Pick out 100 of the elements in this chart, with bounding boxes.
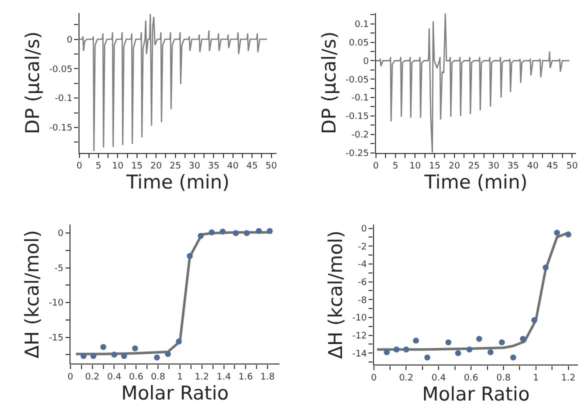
point [542,264,549,271]
y-tick-label: -14 [352,349,368,360]
point [554,230,560,236]
x-tick-label: 15 [428,162,440,172]
x-tick-label: 50 [266,162,278,172]
y-tick-label: -0.1 [351,94,369,104]
point [100,344,106,350]
x-tick-label: 1.8 [260,372,275,383]
point [520,336,526,342]
x-tick-label: 1 [177,372,183,383]
x-tick-label: 40 [527,162,539,172]
point [455,350,462,356]
point [565,232,572,238]
point [256,228,262,234]
y-tick-label: -0.2 [351,130,369,141]
point [164,350,171,357]
x-tick-label: 15 [131,162,143,172]
x-tick-label: 5 [392,162,398,172]
x-tick-label: 0.4 [431,374,446,384]
x-tick-label: 20 [150,162,162,172]
y-tick-label: -10 [352,314,368,324]
x-axis-title: Molar Ratio [121,382,229,405]
y-tick-label: -4 [358,260,368,270]
y-tick-label: -5 [54,264,64,274]
x-axis-title: Time (min) [125,172,230,194]
x-tick-label: 1.2 [561,374,576,384]
point [176,338,182,344]
x-tick-label: 1.2 [194,372,210,383]
y-tick-label: -10 [48,298,64,309]
x-tick-label: 0.4 [107,372,122,383]
point [208,229,215,236]
point [498,339,505,346]
x-tick-label: 40 [227,162,239,172]
y-tick-label: -0.25 [346,148,369,159]
point [424,354,430,361]
x-axis-title: Molar Ratio [422,384,530,406]
y-tick-label: 0 [66,35,73,46]
point [220,228,226,235]
point [394,346,400,353]
x-tick-label: 0.8 [496,374,511,384]
point [154,354,160,360]
x-tick-label: 0 [76,162,82,172]
x-tick-label: 1.4 [216,372,232,383]
point [198,232,204,239]
point [403,346,410,353]
x-tick-label: 1 [533,374,539,384]
y-tick-label: -15 [48,333,64,344]
y-axis-title: ΔH (kcal/mol) [325,230,348,359]
point [244,230,250,236]
x-tick-label: 1.6 [238,372,254,383]
point [384,349,390,356]
point [445,339,452,346]
point [466,346,472,353]
point [80,353,87,360]
y-tick-label: -2 [358,242,367,252]
point [121,353,128,360]
x-tick-label: 0.2 [399,374,414,384]
y-tick-label: 0.1 [354,20,369,30]
x-axis-title: Time (min) [423,172,528,194]
point [531,317,538,324]
x-tick-label: 0.2 [85,372,100,383]
x-tick-label: 0 [372,162,379,172]
point [476,336,482,342]
y-tick-label: -8 [358,296,368,306]
y-tick-label: 0 [363,56,370,67]
point [510,354,516,361]
y-axis-title: DP (µcal/s) [318,31,340,134]
point [266,228,273,234]
x-tick-label: 35 [508,162,519,172]
y-tick-label: -0.15 [346,112,369,122]
x-tick-label: 0.6 [128,372,144,383]
x-tick-label: 50 [566,162,578,172]
x-tick-label: 0.6 [464,374,478,384]
y-tick-label: -6 [358,278,368,288]
x-tick-label: 20 [448,162,460,172]
x-tick-label: 45 [246,162,258,172]
y-tick-label: -0.1 [54,94,72,104]
point [488,349,494,356]
point [232,230,239,236]
y-tick-label: -12 [352,331,367,342]
y-axis-title: DP (µcal/s) [22,31,44,134]
x-tick-label: 30 [188,162,201,172]
x-tick-label: 25 [468,162,480,172]
y-tick-label: -0.15 [49,124,72,134]
x-tick-label: 0.8 [150,372,166,383]
y-tick-label: 0 [58,229,64,240]
x-tick-label: 5 [96,162,102,172]
x-tick-label: 10 [409,162,422,172]
point [186,252,193,259]
x-tick-label: 30 [488,162,500,172]
y-tick-label: 0 [361,224,368,234]
x-tick-label: 0 [370,374,377,384]
y-axis-title: ΔH (kcal/mol) [22,230,44,358]
point [132,345,138,352]
point [90,353,96,360]
x-tick-label: 10 [112,162,124,172]
y-tick-label: -0.05 [49,64,72,75]
y-tick-label: 0.05 [348,38,369,48]
x-tick-label: 35 [208,162,220,172]
x-tick-label: 45 [546,162,558,172]
